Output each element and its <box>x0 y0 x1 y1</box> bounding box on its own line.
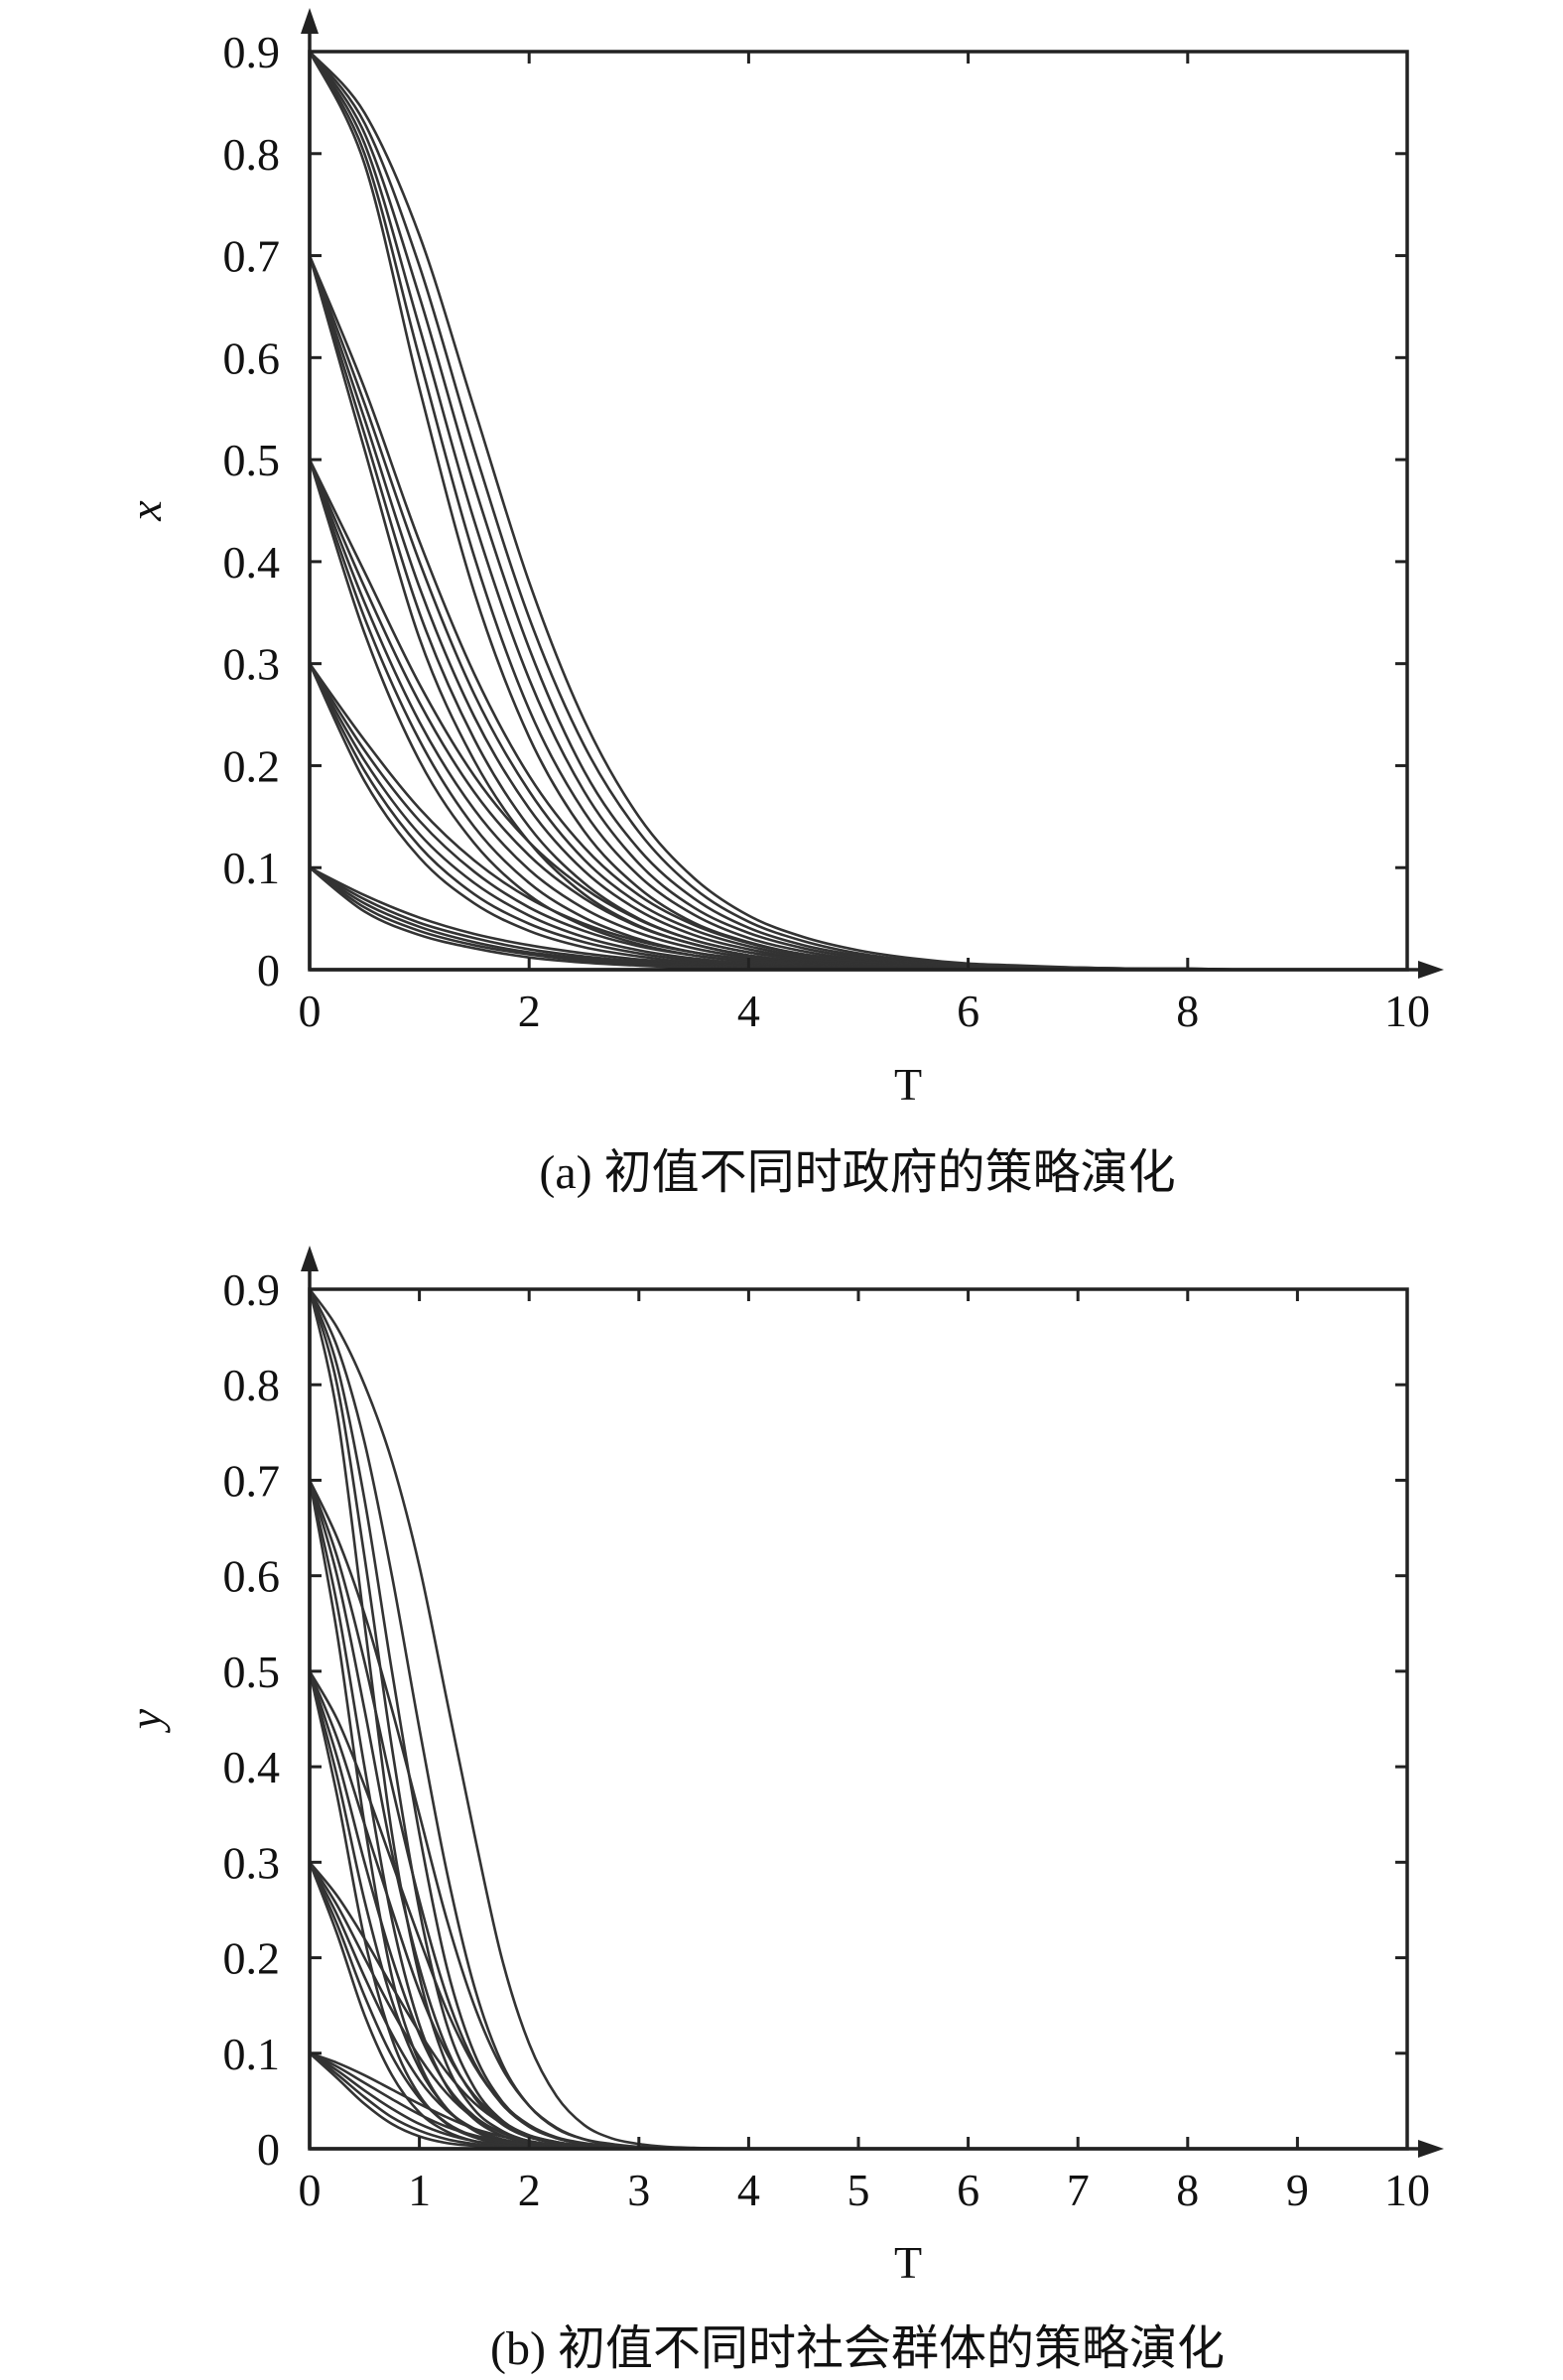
y-ticks: 0 0.1 0.2 0.3 0.4 0.5 0.6 0.7 0.8 0.9 <box>223 1264 1407 2175</box>
x-ticks: 0 2 4 6 8 10 <box>299 52 1430 1036</box>
y-axis-label: x <box>120 500 171 522</box>
y-tick-label: 0.6 <box>223 332 281 383</box>
series-line <box>308 1670 1407 2151</box>
figure-caption-a: (a) 初值不同时政府的策略演化 <box>539 1146 1175 1199</box>
series-line <box>308 255 1407 972</box>
y-tick-label: 0.5 <box>223 435 281 485</box>
figure-caption-b: (b) 初值不同时社会群体的策略演化 <box>490 2322 1225 2375</box>
y-tick-label: 0.3 <box>223 639 281 690</box>
x-tick-label: 10 <box>1384 2165 1430 2215</box>
y-tick-label: 0.2 <box>223 740 281 791</box>
series-line <box>308 1670 1407 2151</box>
x-axis-arrow <box>1418 961 1444 979</box>
series-line <box>308 51 1407 972</box>
x-axis-label: T <box>894 1059 922 1110</box>
y-tick-label: 0.7 <box>223 231 281 282</box>
x-axis-label: T <box>894 2237 922 2288</box>
y-tick-label: 0.4 <box>223 537 281 588</box>
series-curves <box>308 1288 1407 2151</box>
y-tick-label: 0.3 <box>223 1837 281 1888</box>
y-ticks: 0 0.1 0.2 0.3 0.4 0.5 0.6 0.7 0.8 0.9 <box>223 27 1407 995</box>
y-tick-label: 0.9 <box>223 1264 281 1315</box>
y-tick-label: 0.4 <box>223 1742 281 1792</box>
series-line <box>308 1288 1407 2151</box>
series-line <box>308 1480 1407 2151</box>
series-line <box>308 51 1407 972</box>
x-tick-label: 5 <box>847 2165 870 2215</box>
x-tick-label: 8 <box>1176 986 1199 1036</box>
series-line <box>308 1288 1407 2151</box>
series-line <box>308 1479 1407 2151</box>
y-tick-label: 0.7 <box>223 1455 281 1506</box>
y-tick-label: 0.8 <box>223 129 281 180</box>
series-line <box>308 51 1407 972</box>
y-tick-label: 0.2 <box>223 1933 281 1984</box>
chart-panel-a: 0 2 4 6 8 10 0 0.1 0.2 0.3 0.4 0.5 0.6 0.7 0.8 0.9 T x… <box>120 8 1444 1199</box>
plot-frame <box>308 50 1409 972</box>
x-tick-label: 6 <box>957 2165 979 2215</box>
series-line <box>308 1670 1407 2151</box>
y-tick-label: 0 <box>257 2124 280 2175</box>
plot-frame <box>308 1287 1409 2151</box>
x-tick-label: 8 <box>1176 2165 1199 2215</box>
chart-panel-b: 0 1 2 3 4 5 6 7 8 9 10 0 0.1 0.2 0.3 0.4 0.5 0.6 0.7 0.8 0.… <box>120 1246 1444 2375</box>
series-line <box>308 663 1407 972</box>
y-tick-label: 0.1 <box>223 843 281 893</box>
series-line <box>308 662 1407 972</box>
x-tick-label: 0 <box>299 986 322 1036</box>
y-tick-label: 0.5 <box>223 1647 281 1697</box>
series-line <box>308 255 1407 972</box>
y-tick-label: 0.1 <box>223 2029 281 2079</box>
series-line <box>308 255 1407 972</box>
series-line <box>308 51 1407 972</box>
y-tick-label: 0.6 <box>223 1551 281 1602</box>
x-tick-label: 2 <box>518 986 541 1036</box>
series-line <box>308 663 1407 972</box>
series-line <box>308 1480 1407 2151</box>
series-curves <box>308 51 1407 972</box>
series-line <box>308 1670 1407 2151</box>
x-ticks: 0 1 2 3 4 5 6 7 8 9 10 <box>299 1289 1430 2215</box>
y-axis-arrow <box>301 1246 319 1271</box>
series-line <box>308 1670 1407 2151</box>
series-line <box>308 255 1407 972</box>
x-tick-label: 3 <box>627 2165 650 2215</box>
x-tick-label: 1 <box>408 2165 431 2215</box>
series-line <box>308 1288 1407 2151</box>
x-axis-arrow <box>1418 2140 1444 2158</box>
x-tick-label: 7 <box>1067 2165 1090 2215</box>
y-tick-label: 0.8 <box>223 1360 281 1410</box>
series-line <box>308 1288 1407 2151</box>
series-line <box>308 51 1407 972</box>
x-tick-label: 0 <box>299 2165 322 2215</box>
series-line <box>309 51 1407 972</box>
y-tick-label: 0.9 <box>223 27 281 77</box>
x-tick-label: 9 <box>1286 2165 1309 2215</box>
y-tick-label: 0 <box>257 945 280 995</box>
series-line <box>308 255 1407 972</box>
series-line <box>308 662 1407 972</box>
x-tick-label: 10 <box>1384 986 1430 1036</box>
series-line <box>308 1288 1407 2151</box>
x-tick-label: 4 <box>737 986 760 1036</box>
series-line <box>308 1480 1407 2151</box>
x-tick-label: 4 <box>737 2165 760 2215</box>
y-axis-label: y <box>120 1708 171 1733</box>
x-tick-label: 2 <box>518 2165 541 2215</box>
series-line <box>308 1480 1407 2151</box>
series-line <box>308 663 1407 972</box>
x-tick-label: 6 <box>957 986 979 1036</box>
y-axis-arrow <box>301 8 319 34</box>
